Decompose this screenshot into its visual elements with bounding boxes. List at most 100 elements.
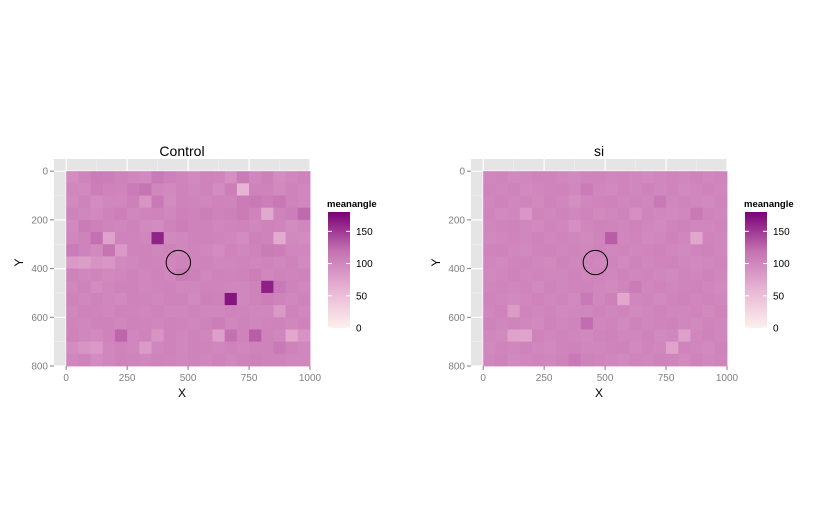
- heatmap-tile: [507, 219, 521, 233]
- heatmap-tile: [151, 280, 165, 294]
- heatmap-tile: [495, 171, 508, 184]
- heatmap-tile: [531, 292, 545, 306]
- heatmap-tile: [102, 256, 116, 269]
- heatmap-tile: [629, 305, 643, 318]
- heatmap-tile: [544, 280, 557, 294]
- heatmap-tile: [495, 183, 508, 196]
- heatmap-tile: [592, 341, 606, 355]
- heatmap-tile: [531, 268, 545, 282]
- heatmap-tile: [102, 317, 116, 330]
- heatmap-tile: [714, 280, 728, 294]
- heatmap-tile: [212, 256, 226, 269]
- heatmap-tile: [261, 317, 274, 330]
- heatmap-tile: [495, 219, 508, 233]
- heatmap-tile: [188, 280, 201, 294]
- heatmap-tile: [297, 280, 311, 294]
- heatmap-tile: [114, 353, 128, 367]
- heatmap-tile: [580, 207, 594, 221]
- heatmap-tile: [66, 256, 79, 269]
- heatmap-tile: [666, 219, 679, 233]
- heatmap-tile: [580, 292, 594, 306]
- y-tick-label: 0: [42, 167, 48, 178]
- heatmap-tile: [690, 329, 704, 343]
- heatmap-tile: [114, 195, 128, 209]
- heatmap-tile: [580, 171, 594, 184]
- heatmap-tile: [249, 219, 262, 233]
- heatmap-tile: [261, 171, 274, 184]
- heatmap-tile: [483, 207, 496, 221]
- heatmap-tile: [102, 219, 116, 233]
- heatmap-tile: [556, 219, 569, 233]
- heatmap-tile: [653, 219, 667, 233]
- heatmap-tile: [236, 329, 250, 343]
- heatmap-tile: [273, 232, 287, 245]
- heatmap-tile: [690, 256, 704, 269]
- heatmap-tile: [127, 329, 140, 343]
- heatmap-tile: [714, 183, 728, 196]
- heatmap-tile: [519, 232, 533, 245]
- heatmap-tile: [90, 353, 104, 367]
- x-tick-label: 750: [241, 373, 258, 384]
- heatmap-tile: [483, 341, 496, 355]
- heatmap-tile: [531, 232, 545, 245]
- heatmap-tile: [653, 171, 667, 184]
- heatmap-tile: [617, 329, 630, 343]
- heatmap-tile: [78, 329, 91, 343]
- heatmap-tile: [285, 280, 299, 294]
- heatmap-tile: [592, 280, 606, 294]
- legend: meanangle 0 50 100 150: [744, 199, 794, 335]
- heatmap-tile: [544, 305, 557, 318]
- heatmap-tile: [139, 305, 152, 318]
- legend-tick-label: 50: [356, 291, 368, 302]
- heatmap-tile: [212, 280, 226, 294]
- legend-colorbar: [328, 212, 350, 328]
- heatmap-tile: [531, 305, 545, 318]
- heatmap-tile: [678, 341, 691, 355]
- heatmap-tile: [90, 268, 104, 282]
- heatmap-tile: [249, 292, 262, 306]
- heatmap-tile: [236, 244, 250, 257]
- heatmap-tile: [297, 329, 311, 343]
- heatmap-tile: [714, 195, 728, 209]
- heatmap-tile: [78, 341, 91, 355]
- heatmap-tile: [678, 353, 691, 367]
- heatmap-tile: [236, 292, 250, 306]
- heatmap-tile: [212, 341, 226, 355]
- y-tick-label: 400: [31, 264, 48, 275]
- heatmap-tile: [273, 329, 287, 343]
- heatmap-tile: [66, 305, 79, 318]
- heatmap-tile: [127, 256, 140, 269]
- heatmap-tile: [531, 171, 545, 184]
- heatmap-tile: [273, 341, 287, 355]
- heatmap-tile: [139, 232, 152, 245]
- heatmap-tile: [495, 305, 508, 318]
- heatmap-tile: [249, 268, 262, 282]
- heatmap-tile: [151, 341, 165, 355]
- heatmap-tile: [236, 280, 250, 294]
- heatmap-tile: [114, 317, 128, 330]
- heatmap-tile: [114, 244, 128, 257]
- heatmap-tile: [507, 171, 521, 184]
- heatmap-tile: [175, 305, 189, 318]
- heatmap-tile: [78, 219, 91, 233]
- heatmap-tile: [495, 195, 508, 209]
- heatmap-tile: [483, 317, 496, 330]
- heatmap-tile: [285, 183, 299, 196]
- heatmap-tile: [605, 292, 618, 306]
- heatmap-tile: [212, 219, 226, 233]
- heatmap-tile: [212, 329, 226, 343]
- x-tick-label: 750: [658, 373, 675, 384]
- heatmap-tile: [200, 268, 213, 282]
- heatmap-tile: [531, 219, 545, 233]
- heatmap-tile: [175, 280, 189, 294]
- heatmap-tile: [556, 232, 569, 245]
- heatmap-tile: [139, 256, 152, 269]
- heatmap-tile: [163, 329, 177, 343]
- heatmap-tile: [580, 305, 594, 318]
- heatmap-tile: [690, 317, 704, 330]
- legend-title: meanangle: [744, 199, 794, 210]
- heatmap-tile: [261, 195, 274, 209]
- heatmap-tile: [605, 305, 618, 318]
- heatmap-tile: [261, 268, 274, 282]
- heatmap-tile: [90, 280, 104, 294]
